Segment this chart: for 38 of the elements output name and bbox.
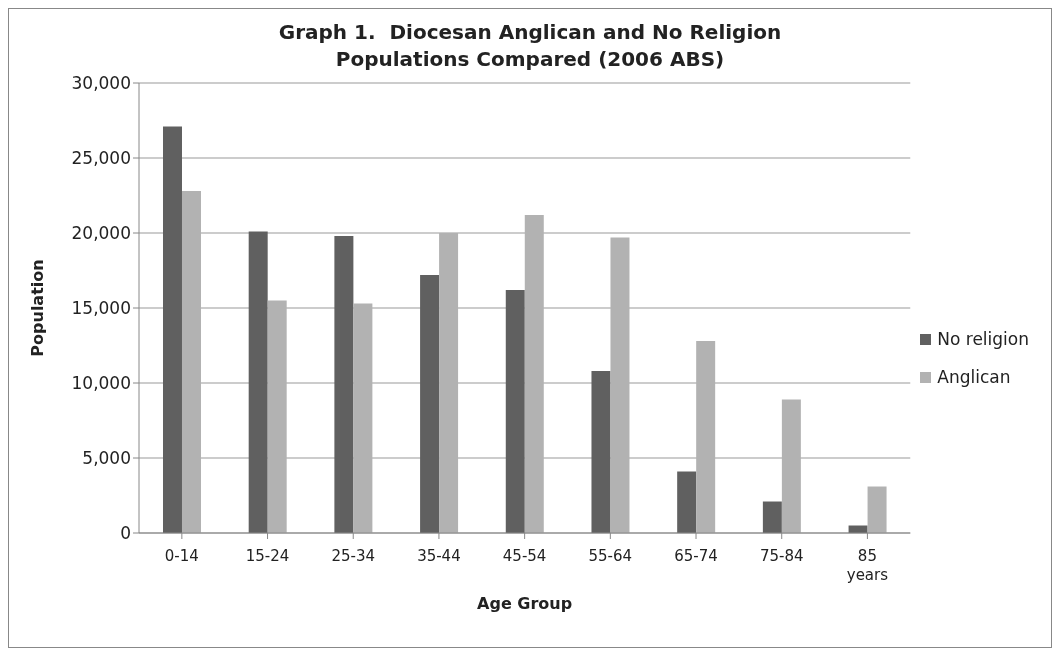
- x-tick-label: 25-34: [331, 547, 376, 565]
- bar: [334, 236, 354, 533]
- x-tick-label: 85 years: [846, 547, 889, 584]
- legend-label: No religion: [937, 328, 1029, 351]
- bar: [524, 215, 544, 533]
- chart-title: Graph 1. Diocesan Anglican and No Religion Populations Compared (2006 ABS): [277, 19, 783, 73]
- y-tick-label: 0: [120, 523, 131, 544]
- bar: [505, 290, 525, 533]
- y-tick-label: 10,000: [71, 373, 131, 394]
- x-tick-label: 15-24: [245, 547, 290, 565]
- bar: [439, 233, 459, 533]
- x-tick-label: 75-84: [759, 547, 804, 565]
- bar: [248, 231, 268, 533]
- bar: [267, 300, 287, 533]
- x-axis-title: Age Group: [477, 594, 573, 613]
- bar: [420, 275, 440, 533]
- x-tick-label: 0-14: [164, 547, 199, 565]
- y-tick-label: 30,000: [71, 73, 131, 94]
- y-tick-label: 15,000: [71, 298, 131, 319]
- bar: [677, 471, 697, 533]
- bar: [762, 501, 782, 533]
- x-tick-label: 65-74: [674, 547, 718, 565]
- bar: [610, 237, 630, 533]
- y-tick-label: 25,000: [71, 148, 131, 169]
- bar: [353, 303, 373, 533]
- x-tick-label: 55-64: [588, 547, 633, 565]
- bar: [181, 191, 201, 533]
- bar: [696, 341, 716, 533]
- bar: [867, 486, 887, 533]
- bar: [781, 399, 801, 533]
- x-tick-label: 35-44: [417, 547, 461, 565]
- y-axis-title: Population: [27, 259, 47, 357]
- legend-label: Anglican: [937, 366, 1011, 389]
- x-tick-label: 45-54: [502, 547, 547, 565]
- y-tick-label: 20,000: [71, 223, 131, 244]
- bar: [591, 371, 611, 533]
- bar: [162, 126, 182, 533]
- y-tick-label: 5,000: [82, 448, 131, 469]
